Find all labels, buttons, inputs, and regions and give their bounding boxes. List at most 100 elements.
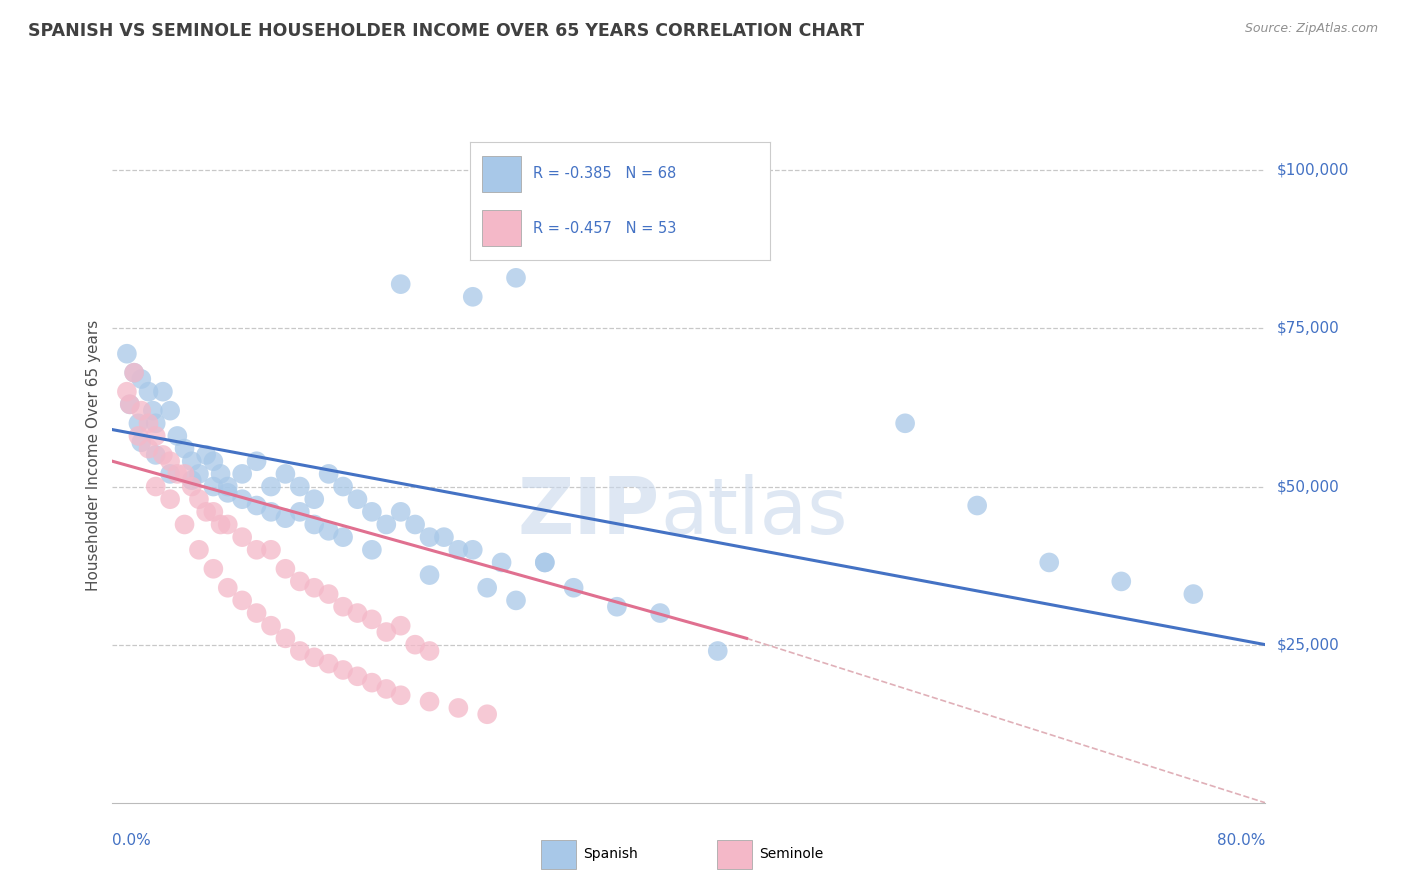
Point	[332, 663, 354, 677]
Point	[606, 599, 628, 614]
Point	[648, 606, 672, 620]
Point	[1038, 556, 1060, 570]
Point	[159, 492, 181, 507]
Point	[217, 517, 239, 532]
Point	[332, 530, 354, 544]
Point	[433, 530, 456, 544]
Point	[894, 417, 917, 431]
Point	[288, 479, 311, 493]
Point	[152, 448, 174, 462]
Point	[115, 347, 138, 361]
Point	[533, 556, 555, 570]
Point	[346, 492, 368, 507]
Point	[274, 511, 297, 525]
Point	[304, 581, 326, 595]
Point	[505, 270, 527, 285]
Point	[138, 417, 160, 431]
Point	[245, 606, 267, 620]
Point	[152, 384, 174, 399]
Point	[419, 695, 441, 709]
Point	[475, 707, 498, 722]
Point	[173, 467, 195, 481]
Point	[447, 701, 470, 715]
Point	[166, 429, 188, 443]
Point	[274, 632, 297, 646]
Point	[209, 517, 232, 532]
Point	[562, 581, 585, 595]
Point	[188, 467, 211, 481]
Point	[129, 435, 153, 450]
Y-axis label: Householder Income Over 65 years: Householder Income Over 65 years	[86, 319, 101, 591]
Point	[288, 505, 311, 519]
Point	[304, 650, 326, 665]
Point	[145, 479, 167, 493]
FancyBboxPatch shape	[541, 839, 576, 869]
Text: $100,000: $100,000	[1277, 163, 1348, 178]
Point	[360, 542, 382, 557]
Point	[375, 517, 398, 532]
Point	[332, 599, 354, 614]
Point	[245, 542, 267, 557]
Text: Spanish: Spanish	[583, 847, 638, 861]
Text: Seminole: Seminole	[759, 847, 824, 861]
Point	[360, 505, 382, 519]
Point	[202, 562, 225, 576]
Point	[274, 467, 297, 481]
Point	[129, 372, 153, 386]
Text: 80.0%: 80.0%	[1218, 833, 1265, 848]
Point	[389, 277, 412, 292]
Point	[318, 467, 340, 481]
Point	[166, 467, 188, 481]
Point	[202, 479, 225, 493]
Point	[115, 384, 138, 399]
Point	[475, 581, 498, 595]
Point	[346, 669, 368, 683]
Point	[447, 542, 470, 557]
Point	[145, 429, 167, 443]
Point	[533, 556, 555, 570]
Point	[245, 499, 267, 513]
Point	[145, 417, 167, 431]
Point	[389, 505, 412, 519]
Point	[245, 454, 267, 468]
Point	[173, 442, 195, 456]
Point	[318, 587, 340, 601]
Text: $75,000: $75,000	[1277, 321, 1340, 336]
Point	[260, 479, 283, 493]
Point	[118, 397, 141, 411]
Point	[1111, 574, 1133, 589]
Point	[346, 606, 368, 620]
Point	[127, 429, 149, 443]
Point	[217, 581, 239, 595]
Point	[404, 517, 426, 532]
Point	[138, 442, 160, 456]
Text: $25,000: $25,000	[1277, 637, 1340, 652]
Point	[419, 644, 441, 658]
Point	[375, 625, 398, 640]
Point	[360, 612, 382, 626]
Point	[159, 467, 181, 481]
FancyBboxPatch shape	[717, 839, 752, 869]
Point	[142, 403, 165, 417]
Text: SPANISH VS SEMINOLE HOUSEHOLDER INCOME OVER 65 YEARS CORRELATION CHART: SPANISH VS SEMINOLE HOUSEHOLDER INCOME O…	[28, 22, 865, 40]
Text: 0.0%: 0.0%	[112, 833, 152, 848]
Point	[195, 505, 218, 519]
Point	[122, 366, 145, 380]
Point	[180, 479, 202, 493]
Point	[122, 366, 145, 380]
Point	[231, 530, 253, 544]
Point	[217, 479, 239, 493]
Point	[231, 492, 253, 507]
Text: $50,000: $50,000	[1277, 479, 1340, 494]
Point	[180, 473, 202, 487]
FancyBboxPatch shape	[482, 156, 520, 192]
Point	[274, 562, 297, 576]
Point	[332, 479, 354, 493]
Point	[505, 593, 527, 607]
Point	[360, 675, 382, 690]
Point	[202, 505, 225, 519]
Point	[304, 492, 326, 507]
Point	[1182, 587, 1205, 601]
Point	[318, 657, 340, 671]
Point	[404, 638, 426, 652]
